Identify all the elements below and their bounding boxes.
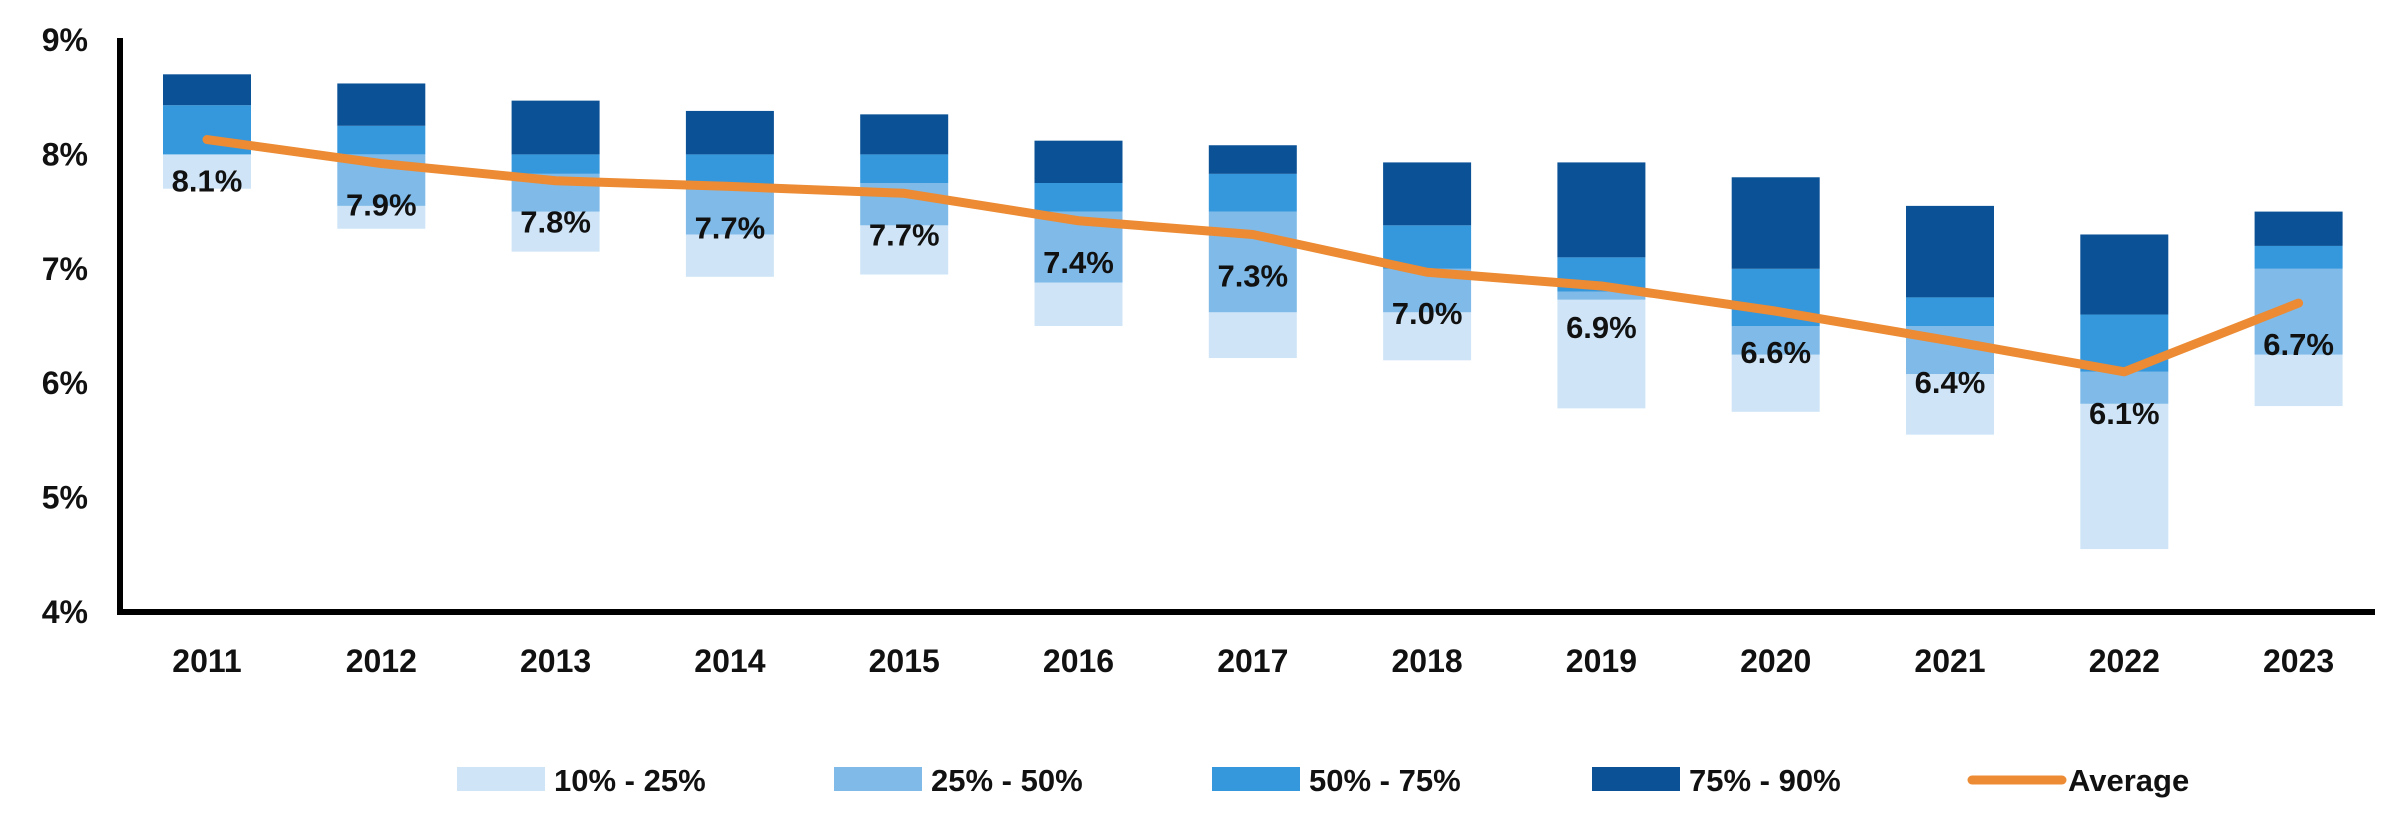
bar-2023-band-3 <box>2254 245 2343 269</box>
x-tick-label-2011: 2011 <box>172 643 241 679</box>
x-tick-label-2019: 2019 <box>1566 643 1637 679</box>
axes-layer: 4% 5% 6% 7% 8% 9% 2011 2012 2013 2014 2015 2016 2017… <box>42 22 2375 679</box>
bar-2015-band-1 <box>860 225 949 275</box>
x-tick-label-2018: 2018 <box>1392 643 1463 679</box>
y-tick-label: 9% <box>42 22 88 58</box>
bar-2011-band-1 <box>163 154 251 189</box>
bar-2018-band-4 <box>1383 162 1472 226</box>
bar-2012-band-3 <box>337 125 426 155</box>
y-tick-label: 4% <box>42 594 88 630</box>
x-tick-label-2015: 2015 <box>869 643 940 679</box>
bar-2022-band-1 <box>2080 403 2169 550</box>
data-label-2022: 6.1% <box>2089 396 2160 431</box>
bar-2013-band-3 <box>511 154 600 174</box>
bar-2020-band-2 <box>1731 326 1820 355</box>
x-tick-label-2014: 2014 <box>694 643 765 679</box>
bar-2012-band-1 <box>337 205 426 229</box>
data-label-2023: 6.7% <box>2263 327 2334 362</box>
bar-2014-band-4 <box>685 110 774 155</box>
legend-label-2: 25% - 50% <box>931 763 1083 798</box>
bar-2016-band-3 <box>1034 183 1123 212</box>
bar-2023-band-4 <box>2254 211 2343 246</box>
bar-2017-band-3 <box>1208 173 1297 212</box>
bar-2013-band-4 <box>511 100 600 155</box>
bar-2016-band-4 <box>1034 140 1123 183</box>
data-labels-layer: 8.1% 7.9% 7.8% 7.7% 7.7% 7.4% 7.3% 7.0% 6.9% 6.6%… <box>172 164 2334 431</box>
bar-2014-band-2 <box>685 188 774 235</box>
bar-2020-band-1 <box>1731 354 1820 412</box>
data-label-2018: 7.0% <box>1392 296 1463 331</box>
legend-swatch-4 <box>1592 767 1680 791</box>
bar-2021-band-1 <box>1906 374 1994 435</box>
data-label-2013: 7.8% <box>520 205 591 240</box>
data-label-2019: 6.9% <box>1566 310 1637 345</box>
legend-swatch-2 <box>834 767 922 791</box>
data-label-2021: 6.4% <box>1915 365 1986 400</box>
bar-2014-band-1 <box>685 234 774 277</box>
legend-label-1: 10% - 25% <box>554 763 706 798</box>
y-tick-label: 7% <box>42 251 88 287</box>
x-tick-label-2017: 2017 <box>1217 643 1288 679</box>
x-tick-label-2013: 2013 <box>520 643 591 679</box>
legend-label-4: 75% - 90% <box>1689 763 1841 798</box>
bar-2019-band-1 <box>1557 299 1646 409</box>
bar-2016-band-1 <box>1034 282 1123 326</box>
bar-2012-band-4 <box>337 83 426 126</box>
bar-2022-band-4 <box>2080 234 2169 315</box>
data-label-2012: 7.9% <box>346 188 417 223</box>
data-label-2017: 7.3% <box>1217 258 1288 293</box>
x-tick-label-2016: 2016 <box>1043 643 1114 679</box>
bar-2019-band-4 <box>1557 162 1646 258</box>
average-line-layer <box>202 135 2304 377</box>
bar-2017-band-4 <box>1208 145 1297 174</box>
y-tick-label: 8% <box>42 136 88 172</box>
bar-2022-band-2 <box>2080 371 2169 404</box>
bar-2013-band-1 <box>511 211 600 252</box>
bar-2019-band-2 <box>1557 291 1646 300</box>
data-label-2016: 7.4% <box>1043 245 1114 280</box>
bar-2023-band-1 <box>2254 354 2343 407</box>
bar-2021-band-4 <box>1906 205 1994 298</box>
legend-swatch-1 <box>457 767 545 791</box>
x-tick-label-2021: 2021 <box>1914 643 1985 679</box>
average-line <box>202 135 2304 377</box>
legend-label-average: Average <box>2068 763 2189 798</box>
legend: 10% - 25% 25% - 50% 50% - 75% 75% - 90% Aver… <box>457 763 2189 798</box>
data-label-2015: 7.7% <box>869 217 940 252</box>
bar-2021-band-3 <box>1906 297 1994 326</box>
x-tick-label-2022: 2022 <box>2089 643 2160 679</box>
x-tick-label-2020: 2020 <box>1740 643 1811 679</box>
legend-label-3: 50% - 75% <box>1309 763 1461 798</box>
bar-2015-band-3 <box>860 154 949 183</box>
data-label-2011: 8.1% <box>172 164 243 199</box>
data-label-2014: 7.7% <box>695 210 766 245</box>
bars-layer <box>163 74 2343 550</box>
bar-2017-band-1 <box>1208 312 1297 359</box>
bar-2011-band-4 <box>163 74 251 106</box>
x-tick-label-2023: 2023 <box>2263 643 2334 679</box>
data-label-2020: 6.6% <box>1740 335 1811 370</box>
x-tick-label-2012: 2012 <box>346 643 417 679</box>
y-tick-label: 6% <box>42 365 88 401</box>
legend-swatch-3 <box>1212 767 1300 791</box>
bar-2020-band-4 <box>1731 177 1820 269</box>
bar-2018-band-1 <box>1383 312 1472 361</box>
y-tick-label: 5% <box>42 480 88 516</box>
bar-2015-band-4 <box>860 114 949 155</box>
